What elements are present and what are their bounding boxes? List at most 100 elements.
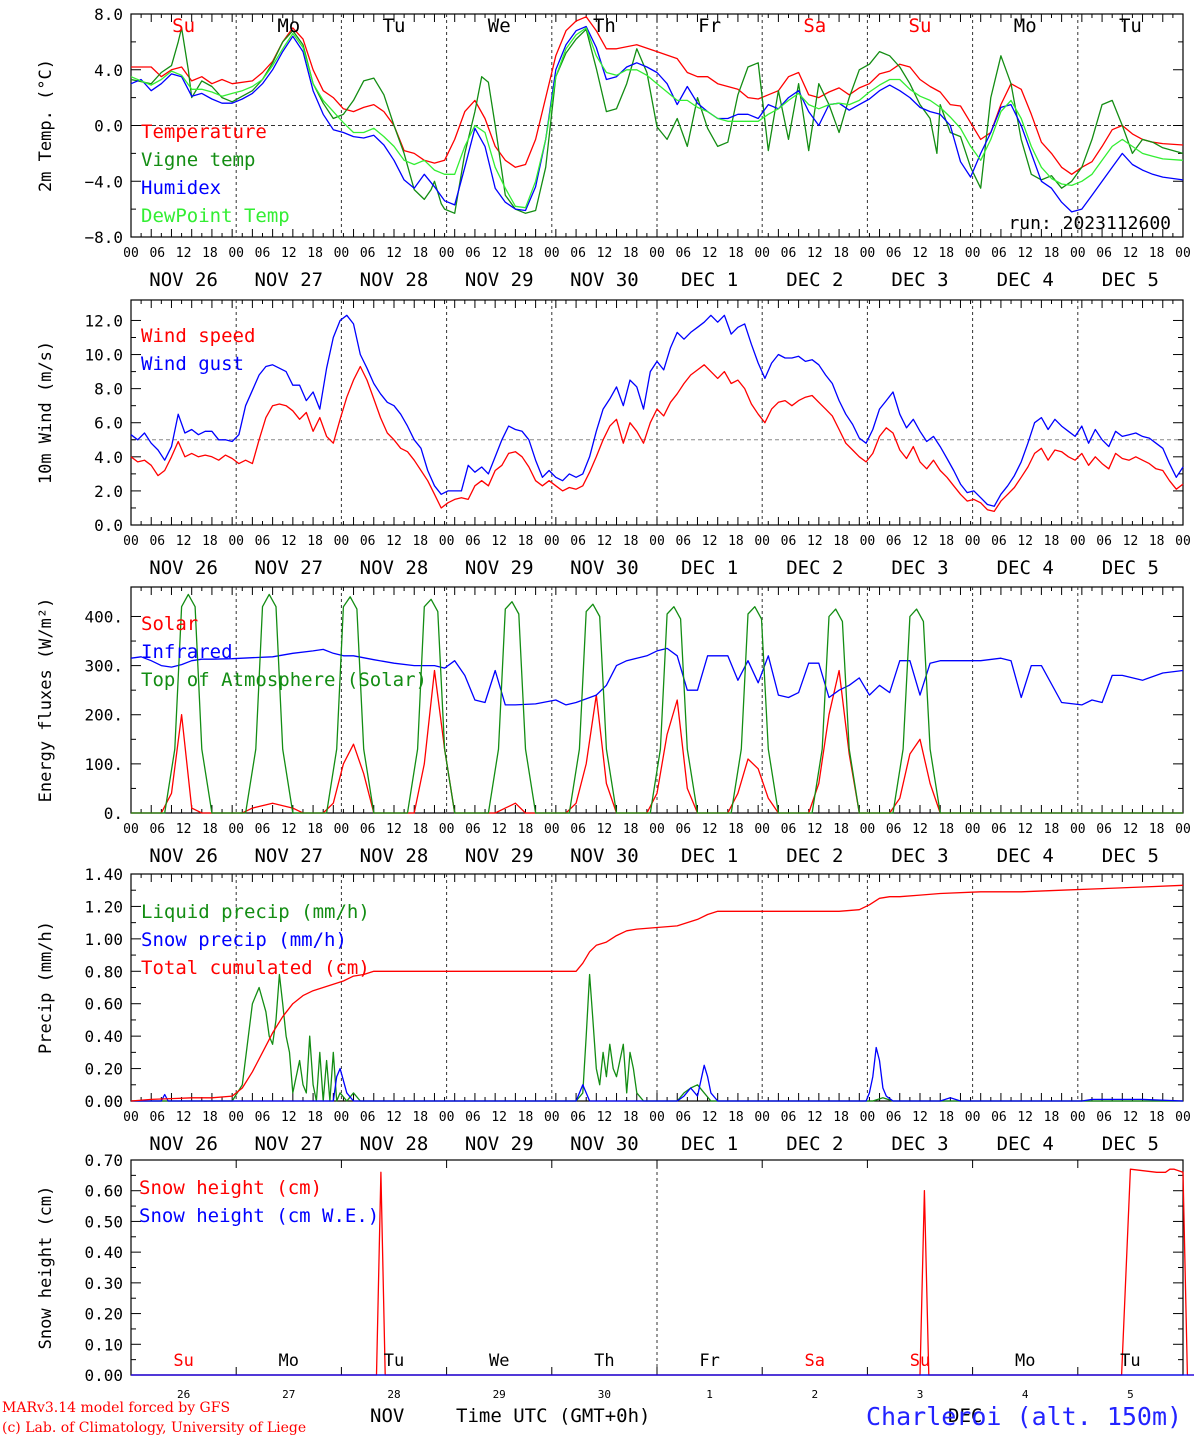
x-hour-label: 12 [702, 246, 718, 261]
x-hour-label: 00 [334, 534, 350, 549]
x-hour-label: 12 [1017, 534, 1033, 549]
x-hour-label: 12 [912, 822, 928, 837]
x-hour-label: 06 [991, 1110, 1007, 1125]
x-hour-label: 00 [1070, 534, 1086, 549]
day-number-label: 4 [1022, 1388, 1029, 1401]
weekday-label: Th [593, 15, 616, 37]
x-hour-label: 06 [991, 534, 1007, 549]
x-hour-label: 00 [754, 1110, 770, 1125]
day-number-label: 3 [917, 1388, 924, 1401]
x-hour-label: 06 [675, 534, 691, 549]
x-hour-label: 18 [623, 534, 639, 549]
x-hour-label: 06 [781, 246, 797, 261]
y-tick-label: 10.0 [84, 346, 123, 365]
series-line-1-1 [131, 16, 1184, 175]
y-tick-label: 0.40 [84, 1243, 123, 1262]
x-hour-label: 06 [255, 1110, 271, 1125]
x-hour-label: 06 [675, 822, 691, 837]
x-date-label: NOV 30 [570, 557, 639, 579]
weekday-label: Fr [698, 15, 721, 37]
x-hour-label: 18 [307, 822, 323, 837]
y-axis-title: 2m Temp. (°C) [36, 59, 56, 192]
x-hour-label: 18 [202, 246, 218, 261]
x-hour-label: 00 [649, 822, 665, 837]
weekday-label: Su [173, 1351, 193, 1371]
day-number-label: 27 [282, 1388, 295, 1401]
y-axis-title: Snow height (cm) [36, 1186, 56, 1350]
x-hour-label: 12 [491, 822, 507, 837]
y-tick-label: 0. [104, 804, 123, 823]
x-hour-label: 00 [334, 246, 350, 261]
panel-5 [130, 1159, 1194, 1376]
x-date-label: DEC 4 [997, 845, 1054, 867]
x-hour-label: 06 [886, 534, 902, 549]
x-date-label: NOV 28 [360, 269, 429, 291]
x-hour-label: 00 [649, 534, 665, 549]
y-tick-label: 100. [84, 755, 123, 774]
weekday-label: Su [909, 15, 932, 37]
y-tick-label: 8.0 [94, 5, 123, 24]
x-hour-label: 06 [465, 1110, 481, 1125]
x-hour-label: 18 [307, 534, 323, 549]
x-hour-label: 00 [1070, 246, 1086, 261]
weekday-label: Su [910, 1351, 930, 1371]
series-line-5-1 [131, 1168, 1194, 1376]
y-tick-label: 8.0 [94, 380, 123, 399]
x-date-label: DEC 5 [1102, 845, 1159, 867]
x-hour-label: 00 [754, 534, 770, 549]
weekday-label: Mo [277, 15, 300, 37]
x-hour-label: 00 [1070, 1110, 1086, 1125]
legend-entry: Snow height (cm) [139, 1177, 322, 1199]
legend-entry: Snow precip (mm/h) [141, 929, 347, 951]
x-date-label: NOV 28 [360, 845, 429, 867]
y-axis-title: 10m Wind (m/s) [36, 341, 56, 484]
x-hour-label: 06 [149, 822, 165, 837]
x-date-label: NOV 28 [360, 1133, 429, 1155]
x-hour-label: 06 [570, 1110, 586, 1125]
x-hour-label: 00 [228, 822, 244, 837]
x-date-label: NOV 26 [149, 557, 218, 579]
y-tick-label: 0.00 [84, 1092, 123, 1111]
x-hour-label: 06 [781, 534, 797, 549]
day-number-label: 30 [598, 1388, 611, 1401]
legend-entry: Solar [141, 613, 198, 635]
x-date-label: DEC 2 [786, 845, 843, 867]
x-date-label: NOV 29 [465, 845, 534, 867]
x-hour-label: 00 [544, 822, 560, 837]
x-hour-label: 18 [1044, 1110, 1060, 1125]
x-hour-label: 00 [334, 822, 350, 837]
x-hour-label: 12 [807, 534, 823, 549]
x-hour-label: 06 [781, 1110, 797, 1125]
y-tick-label: 0.40 [84, 1027, 123, 1046]
legend-entry: Vigne temp [141, 149, 255, 171]
x-hour-label: 18 [1149, 246, 1165, 261]
x-hour-label: 18 [307, 246, 323, 261]
weekday-label: Tu [384, 1351, 404, 1371]
x-date-label: NOV 26 [149, 1133, 218, 1155]
x-hour-label: 06 [991, 246, 1007, 261]
weekday-label: Tu [1120, 1351, 1140, 1371]
x-hour-label: 00 [1175, 1110, 1191, 1125]
plot-frame [130, 299, 1184, 526]
y-tick-label: 0.00 [84, 1366, 123, 1385]
x-date-label: NOV 30 [570, 269, 639, 291]
x-hour-label: 00 [649, 246, 665, 261]
x-hour-label: 06 [255, 534, 271, 549]
y-tick-label: 4.0 [94, 61, 123, 80]
x-date-label: DEC 4 [997, 557, 1054, 579]
x-date-label: NOV 27 [254, 1133, 323, 1155]
model-credit: MARv3.14 model forced by GFS [2, 1400, 231, 1416]
x-hour-label: 18 [623, 246, 639, 261]
y-tick-label: −8.0 [84, 228, 123, 247]
x-date-label: DEC 4 [997, 269, 1054, 291]
x-hour-label: 12 [597, 822, 613, 837]
y-tick-label: 0.0 [94, 117, 123, 136]
y-axis-title: Energy fluxes (W/m²) [36, 598, 56, 803]
x-hour-label: 00 [544, 246, 560, 261]
x-date-label: DEC 5 [1102, 1133, 1159, 1155]
x-hour-label: 18 [518, 246, 534, 261]
x-hour-label: 12 [1017, 1110, 1033, 1125]
x-date-label: NOV 26 [149, 269, 218, 291]
x-hour-label: 00 [439, 1110, 455, 1125]
